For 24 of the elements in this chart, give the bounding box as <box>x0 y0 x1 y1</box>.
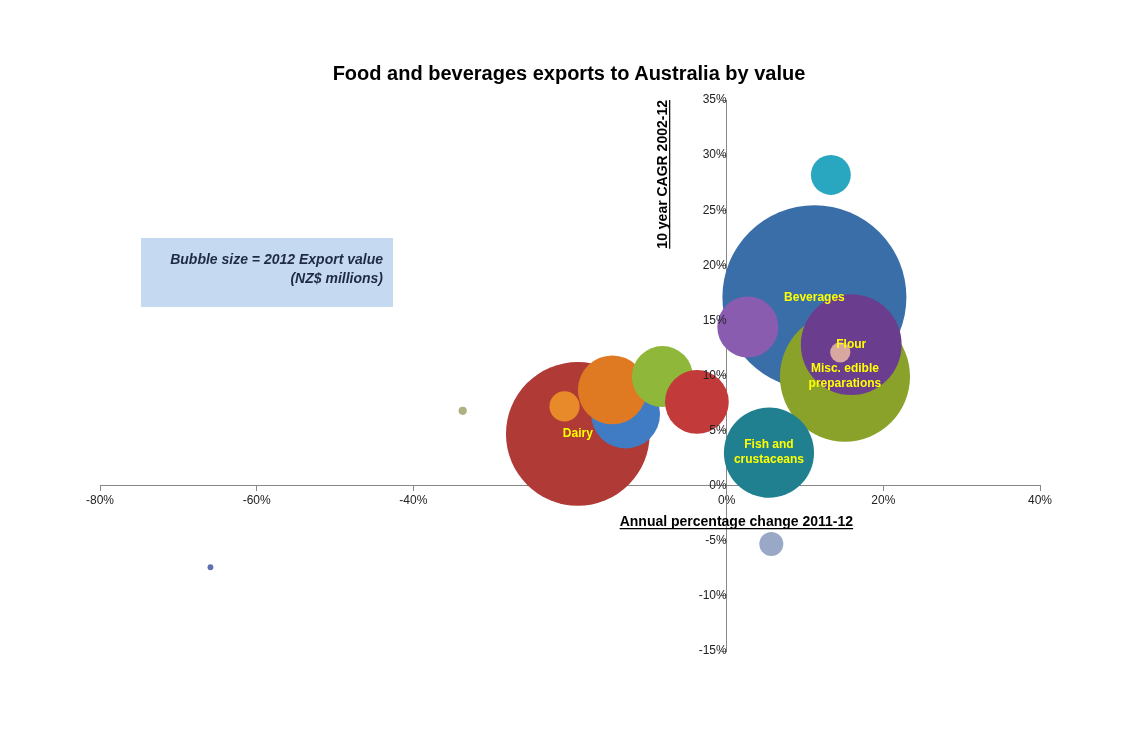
y-tick-label: -5% <box>705 533 727 548</box>
series-label: Misc. edible preparations <box>808 361 882 391</box>
y-tick-label: 25% <box>702 202 727 217</box>
y-tick-label: 35% <box>702 92 727 107</box>
series-label: Flour <box>836 336 867 351</box>
x-tick-label: 40% <box>1027 493 1053 508</box>
y-tick-label: 0% <box>709 478 727 493</box>
y-tick-label: 5% <box>709 422 727 437</box>
x-tick-label: -40% <box>399 493 428 508</box>
y-tick-label: 20% <box>702 257 727 272</box>
series-label: Beverages <box>784 289 846 304</box>
x-tick-label: -60% <box>242 493 271 508</box>
note-box: Bubble size = 2012 Export value (NZ$ millions) <box>141 238 393 307</box>
x-axis-title: Annual percentage change 2011-12 <box>619 512 854 529</box>
y-tick-label: -15% <box>698 643 727 658</box>
series-label: Fish and crustaceans <box>733 437 805 467</box>
x-tick-label: -80% <box>85 493 115 508</box>
annotation: Bubble size = 2012 Export value (NZ$ millions) <box>170 251 383 286</box>
y-axis-title: 10 year CAGR 2002-12 <box>653 99 670 249</box>
y-tick-label: -10% <box>698 588 727 603</box>
series-label: Dairy <box>562 426 594 441</box>
y-tick-label: 30% <box>702 147 727 162</box>
x-tick-label: 20% <box>871 493 896 508</box>
chart-title: Food and beverages exports to Australia by value <box>332 61 806 84</box>
